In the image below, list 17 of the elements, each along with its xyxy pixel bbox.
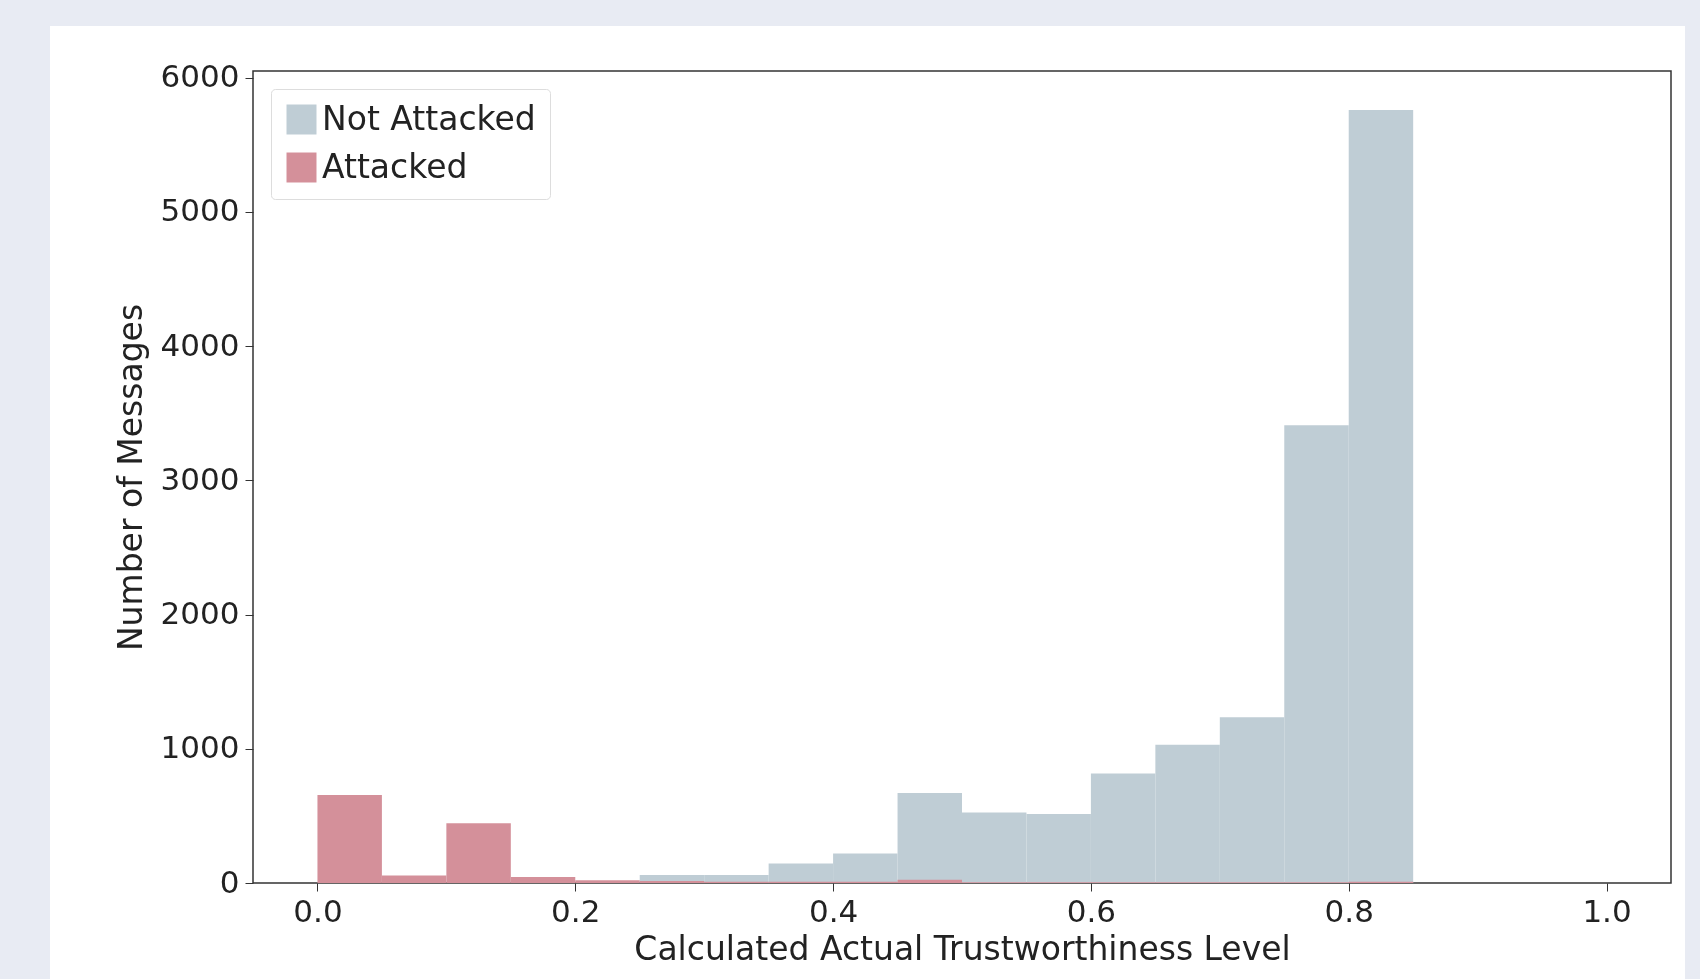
- x-tick-label: 0.8: [1324, 892, 1374, 929]
- x-tick-label: 0.4: [808, 892, 859, 929]
- legend-label: Attacked: [322, 146, 468, 186]
- x-tick-label: 0.6: [1066, 892, 1117, 929]
- y-tick-label: 2000: [160, 595, 240, 632]
- legend-label: Not Attacked: [322, 98, 536, 138]
- y-axis-title: Number of Messages: [110, 303, 150, 652]
- y-tick-label: 1000: [160, 729, 240, 766]
- y-tick-label: 0: [219, 863, 240, 900]
- y-tick-label: 4000: [160, 326, 240, 363]
- y-tick-label: 5000: [160, 192, 240, 229]
- y-tick-label: 6000: [160, 58, 240, 95]
- x-tick-label: 0.2: [551, 892, 601, 929]
- y-tick-label: 3000: [160, 460, 240, 497]
- x-tick-label: 1.0: [1582, 892, 1632, 929]
- x-axis-title: Calculated Actual Trustworthiness Level: [634, 928, 1291, 968]
- x-tick-label: 0.0: [293, 892, 343, 929]
